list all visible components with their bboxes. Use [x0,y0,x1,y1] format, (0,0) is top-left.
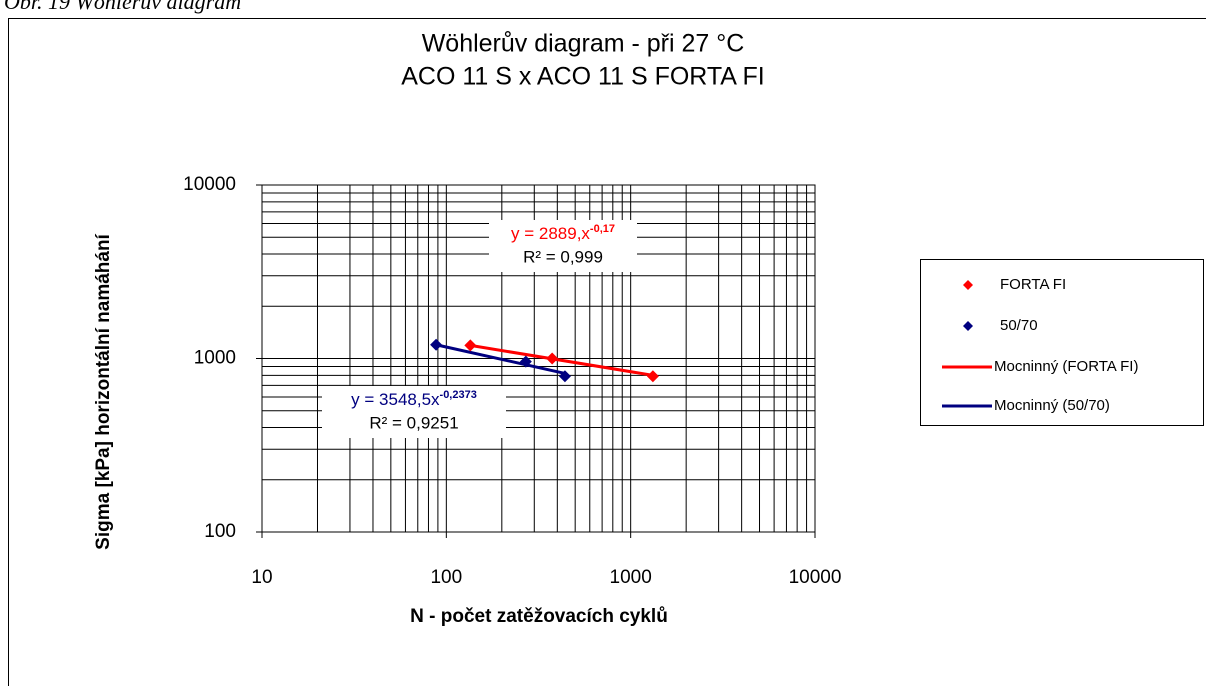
data-point [546,352,559,365]
chart-title: ACO 11 S x ACO 11 S FORTA FI [401,63,765,91]
chart-title: Wöhlerův diagram - při 27 °C [422,30,745,58]
legend-label: 50/70 [1000,317,1038,334]
r-squared: R² = 0,9251 [369,413,458,432]
legend-label: Mocninný (FORTA FI) [994,358,1138,375]
r-squared: R² = 0,999 [523,247,603,266]
x-tick-label: 10 [251,567,272,588]
data-point [464,339,477,352]
equation-text: y = 2889,x [511,224,590,243]
x-tick-label: 1000 [610,567,652,588]
legend-marker [963,321,973,331]
legend-marker [963,280,973,290]
equation-box [322,386,506,438]
legend-label: Mocninný (50/70) [994,397,1110,414]
legend-label: FORTA FI [1000,276,1066,293]
y-axis-label: Sigma [kPa] horizontální namáhání [93,233,114,549]
trend-line [470,343,654,377]
data-point [558,370,571,383]
y-tick-label: 100 [204,521,236,542]
x-tick-label: 100 [430,567,462,588]
plot-border [261,184,816,533]
y-tick-label: 10000 [183,174,236,195]
trend-line [435,343,566,375]
y-tick-label: 1000 [194,348,236,369]
equation: y = 2889,x-0,17 [511,223,615,244]
data-point [430,338,443,351]
equation-exponent: -0,2373 [440,389,477,401]
equation-text: y = 3548,5x [351,390,440,409]
equation: y = 3548,5x-0,2373 [351,389,477,410]
x-axis-label: N - počet zatěžovacích cyklů [410,606,668,627]
data-point [646,370,659,383]
caption: Obr. 19 Wöhlerův diagram [4,0,241,14]
equation-box [489,220,637,272]
data-point [519,355,532,368]
equation-exponent: -0,17 [590,223,615,235]
x-tick-label: 10000 [789,567,842,588]
